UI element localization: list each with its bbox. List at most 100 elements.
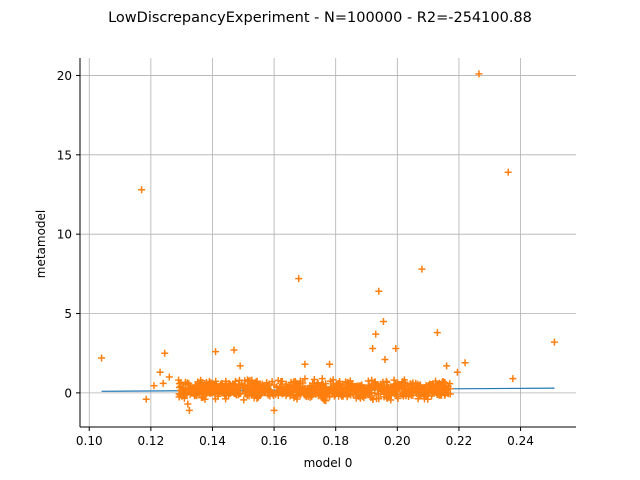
axes: 0.10 0.12 0.14 0.16 0.18 0.20 0.22 0.24 0 5 10 15 20 [57,58,576,448]
data-point-cloud-872 [189,384,197,392]
data-point-outlier-16 [301,360,309,368]
data-point-cloud-841 [200,392,208,400]
x-tick-label-1: 0.12 [137,434,164,448]
data-point-cloud-660 [424,390,432,398]
data-point-outlier-8 [175,376,183,384]
data-point-cloud-610 [390,376,398,384]
data-point-cloud-886 [251,389,259,397]
data-point-cloud-774 [314,379,322,387]
data-point-outlier-9 [184,400,192,408]
data-point-cloud-881 [267,388,275,396]
data-point-cloud-720 [221,391,229,399]
data-point-cloud-860 [230,390,238,398]
data-point-cloud-899 [317,390,325,398]
data-point-cloud-855 [217,380,225,388]
data-point-cloud-878 [439,380,447,388]
data-point-cloud-889 [206,383,214,391]
data-point-cloud-723 [349,385,357,393]
data-point-cloud-871 [343,392,351,400]
data-point-outlier-4 [156,368,164,376]
data-point-cloud-790 [406,387,414,395]
data-point-cloud-807 [184,388,192,396]
data-point-cloud-877 [240,383,248,391]
data-point-outlier-24 [418,265,426,273]
data-point-cloud-781 [408,380,416,388]
data-point-cloud-740 [249,380,257,388]
data-point-outlier-10 [185,406,193,414]
grid-lines [80,58,576,427]
chart-title: LowDiscrepancyExperiment - N=100000 - R2… [108,10,532,26]
data-point-cloud-680 [291,377,299,385]
data-point-outlier-6 [161,349,169,357]
data-point-cloud-806 [288,389,296,397]
data-point-cloud-641 [185,380,193,388]
data-point-cloud-724 [432,377,440,385]
x-tick-label-3: 0.16 [261,434,288,448]
x-tick-label-7: 0.24 [507,434,534,448]
data-point-outlier-3 [150,382,158,390]
data-point-cloud-847 [380,382,388,390]
data-point-outlier-20 [375,287,383,295]
data-point-cloud-520 [319,395,327,403]
data-point-cloud-507 [274,377,282,385]
data-point-cloud-850 [294,385,302,393]
data-point-cloud-545 [301,375,309,383]
data-point-cloud-526 [382,377,390,385]
x-tick-label-0: 0.10 [76,434,103,448]
data-point-outlier-29 [475,70,483,78]
data-point-outlier-22 [381,356,389,364]
data-point-cloud-879 [400,385,408,393]
data-point-outlier-1 [138,186,146,194]
data-layer [98,70,558,414]
data-point-cloud-146 [310,376,318,384]
data-point-outlier-0 [98,354,106,362]
data-point-outlier-32 [550,338,558,346]
data-point-outlier-15 [295,275,303,283]
data-point-cloud-846 [435,383,443,391]
data-point-outlier-31 [509,375,517,383]
y-tick-label-3: 15 [57,148,72,162]
data-point-cloud-794 [434,390,442,398]
data-point-cloud-799 [302,388,310,396]
data-point-outlier-19 [372,330,380,338]
data-point-cloud-825 [175,380,183,388]
data-point-cloud-672 [425,389,433,397]
data-point-cloud-857 [308,384,316,392]
data-point-cloud-771 [393,393,401,401]
data-point-outlier-13 [236,362,244,370]
y-tick-label-2: 10 [57,228,72,242]
data-point-cloud-897 [194,381,202,389]
data-point-outlier-12 [230,346,238,354]
data-point-cloud-885 [415,385,423,393]
data-point-cloud-895 [399,390,407,398]
data-point-cloud-746 [265,380,273,388]
data-point-cloud-891 [344,382,352,390]
data-point-cloud-836 [378,387,386,395]
data-point-cloud-858 [296,390,304,398]
data-point-cloud-677 [181,378,189,386]
data-point-cloud-890 [283,385,291,393]
data-point-cloud-896 [198,384,206,392]
data-point-cloud-743 [299,379,307,387]
data-point-cloud-894 [364,384,372,392]
data-point-cloud-725 [273,387,281,395]
data-point-outlier-26 [443,362,451,370]
data-point-cloud-167 [240,396,248,404]
data-point-cloud-730 [386,390,394,398]
data-point-cloud-840 [256,380,264,388]
data-point-outlier-30 [504,168,512,176]
data-point-cloud-778 [312,382,320,390]
y-tick-label-1: 5 [64,307,72,321]
data-point-cloud-873 [235,376,243,384]
data-point-cloud-849 [386,385,394,393]
data-point-cloud-893 [261,389,269,397]
x-tick-label-5: 0.20 [384,434,411,448]
data-point-outlier-14 [270,406,278,414]
data-point-cloud-863 [412,379,420,387]
data-point-cloud-870 [318,375,326,383]
x-axis-label: model 0 [304,456,353,470]
data-point-cloud-831 [270,381,278,389]
data-point-cloud-776 [199,394,207,402]
data-point-outlier-2 [142,395,150,403]
